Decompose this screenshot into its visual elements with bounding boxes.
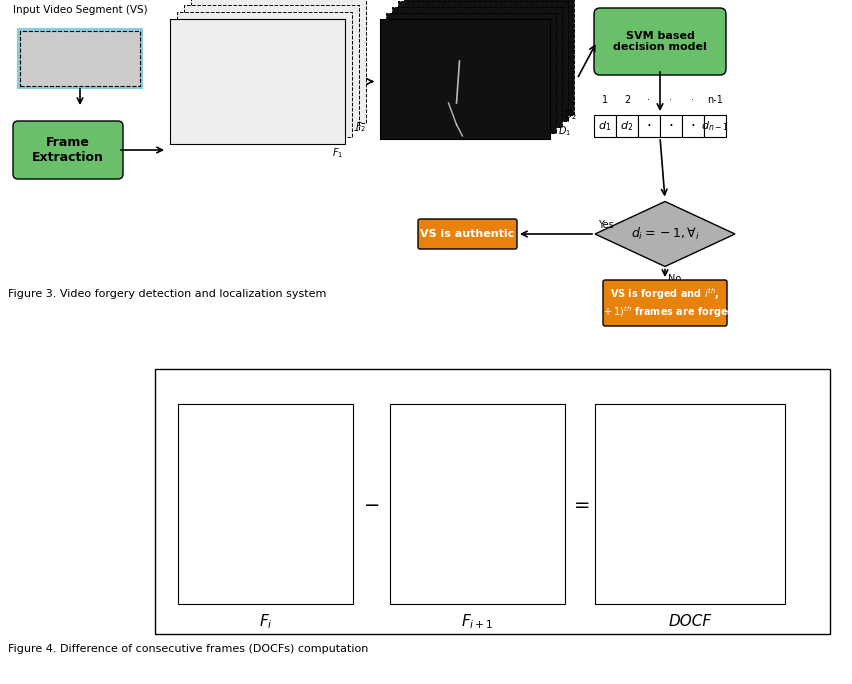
Bar [659,115,682,137]
Bar [593,115,615,137]
Bar [615,115,637,137]
Text: No: No [667,274,681,285]
Text: ·: · [669,95,671,105]
Text: Yes: Yes [597,220,613,230]
FancyBboxPatch shape [13,121,123,179]
Text: Frames: Frames [258,7,301,20]
Text: Figure 3. Video forgery detection and localization system: Figure 3. Video forgery detection and lo… [8,289,326,299]
Text: n-1: n-1 [706,95,722,105]
Text: ·: · [690,118,694,133]
Text: DOCF: DOCF [668,614,711,629]
Text: Figure 4. Difference of consecutive frames (DOCFs) computation: Figure 4. Difference of consecutive fram… [8,644,368,654]
Bar [595,404,784,604]
Text: $D_2$: $D_2$ [563,108,577,122]
Text: $F_{i+1}$: $F_{i+1}$ [461,613,493,631]
Text: VS is authentic: VS is authentic [420,229,514,239]
Bar [18,29,141,88]
Text: 1: 1 [602,95,607,105]
Text: $F_2$: $F_2$ [354,120,366,134]
Bar [20,31,140,86]
Text: $d_1$: $d_1$ [597,119,611,133]
Text: SVM based
decision model: SVM based decision model [613,31,706,52]
FancyBboxPatch shape [602,280,726,326]
Bar [392,7,561,127]
FancyBboxPatch shape [417,219,516,249]
Text: ·: · [691,95,694,105]
Bar [191,0,366,123]
Text: ·: · [647,95,650,105]
Bar [379,19,550,139]
Bar [170,19,344,144]
Text: Input Video Segment (VS): Input Video Segment (VS) [13,5,147,15]
Text: ·: · [668,118,672,133]
Bar [184,5,359,130]
Text: $d_i = -1, \forall_i$: $d_i = -1, \forall_i$ [630,226,699,242]
Bar [170,19,344,144]
Bar [177,12,352,137]
Bar [389,404,564,604]
Text: ·: · [646,118,651,133]
Polygon shape [595,202,734,267]
Bar [682,115,703,137]
Bar [398,1,567,121]
Text: $D_1$: $D_1$ [557,124,571,138]
Bar [386,13,556,133]
Bar [178,404,353,604]
Text: $d_{n-1}$: $d_{n-1}$ [700,119,728,133]
Text: 2: 2 [623,95,630,105]
Text: VS is forged and $i^{th}$,
$(i+1)^{th}$ frames are forged: VS is forged and $i^{th}$, $(i+1)^{th}$ … [595,286,734,320]
Bar [703,115,725,137]
Bar [155,369,829,634]
Text: $F_1$: $F_1$ [331,146,343,160]
Text: $=$: $=$ [569,495,590,514]
Bar [379,19,550,139]
Bar [637,115,659,137]
Text: DOCFs: DOCFs [450,7,489,20]
Bar [404,0,573,115]
Text: $-$: $-$ [363,495,379,514]
Text: $d_2$: $d_2$ [619,119,633,133]
Text: $F_i$: $F_i$ [258,613,272,631]
FancyBboxPatch shape [593,8,725,75]
Text: Frame
Extraction: Frame Extraction [32,136,104,164]
